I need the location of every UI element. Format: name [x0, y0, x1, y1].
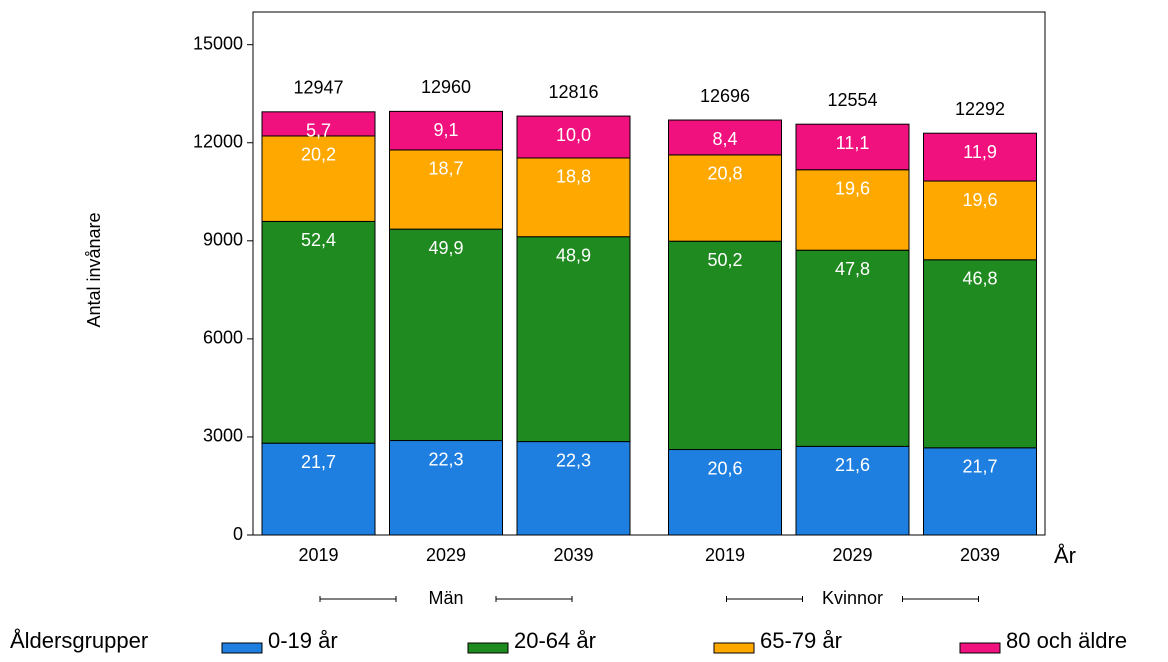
bar-segment — [389, 110, 503, 151]
segment-label: 5,7 — [306, 121, 331, 141]
bar-segment — [668, 154, 782, 242]
total-label: 12696 — [700, 86, 750, 106]
y-tick-label: 0 — [233, 524, 243, 544]
segment-label: 19,6 — [962, 190, 997, 210]
group-label: Kvinnor — [822, 588, 883, 608]
segment-label: 19,6 — [835, 178, 870, 198]
bar-segment — [795, 169, 910, 251]
bar-segment — [516, 236, 631, 443]
bar-segment — [516, 157, 631, 238]
bar-segment — [668, 449, 782, 536]
segment-label: 11,9 — [963, 142, 997, 162]
legend-swatch — [959, 642, 1001, 654]
y-axis-label: Antal invånare — [84, 212, 104, 327]
total-label: 12554 — [827, 90, 877, 110]
total-label: 12816 — [548, 82, 598, 102]
segment-label: 46,8 — [962, 269, 997, 289]
total-label: 12960 — [421, 77, 471, 97]
x-tick-label: 2019 — [298, 545, 338, 565]
y-tick-label: 3000 — [203, 426, 243, 446]
bar-segment — [389, 228, 503, 442]
segment-label: 10,0 — [556, 125, 591, 145]
x-tick-label: 2029 — [426, 545, 466, 565]
segment-label: 47,8 — [835, 259, 870, 279]
segment-label: 20,6 — [707, 458, 742, 478]
segment-label: 18,7 — [428, 159, 463, 179]
bar-segment — [516, 441, 631, 536]
bar-segment — [923, 180, 1037, 261]
x-axis-label: År — [1054, 543, 1076, 568]
bar-segment — [668, 240, 782, 451]
segment-label: 21,7 — [301, 452, 336, 472]
x-tick-label: 2019 — [705, 545, 745, 565]
legend-swatch — [467, 642, 509, 654]
segment-label: 20,8 — [707, 164, 742, 184]
bar-segment — [668, 119, 782, 156]
x-tick-label: 2029 — [832, 545, 872, 565]
bar-segment — [389, 149, 503, 230]
bar-segment — [261, 111, 376, 137]
segment-label: 49,9 — [428, 238, 463, 258]
segment-label: 8,4 — [712, 129, 737, 149]
legend-label: 65-79 år — [760, 628, 842, 653]
legend-label: 80 och äldre — [1006, 628, 1127, 653]
y-tick-label: 6000 — [203, 328, 243, 348]
bar-segment — [795, 123, 910, 171]
segment-label: 22,3 — [556, 450, 591, 470]
legend-swatch — [713, 642, 755, 654]
segment-label: 9,1 — [433, 120, 458, 140]
y-tick-label: 12000 — [193, 132, 243, 152]
y-tick-label: 9000 — [203, 230, 243, 250]
y-tick-label: 15000 — [193, 33, 243, 53]
segment-label: 21,6 — [835, 455, 870, 475]
bar-segment — [516, 115, 631, 159]
x-tick-label: 2039 — [960, 545, 1000, 565]
total-label: 12947 — [293, 78, 343, 98]
segment-label: 20,2 — [301, 145, 336, 165]
bar-segment — [923, 447, 1037, 536]
legend-label: 0-19 år — [268, 628, 338, 653]
segment-label: 22,3 — [428, 449, 463, 469]
segment-label: 50,2 — [707, 250, 742, 270]
bar-segment — [795, 445, 910, 536]
x-tick-label: 2039 — [553, 545, 593, 565]
segment-label: 48,9 — [556, 245, 591, 265]
segment-label: 18,8 — [556, 167, 591, 187]
bar-segment — [795, 249, 910, 447]
legend-label: 20-64 år — [514, 628, 596, 653]
legend-swatch — [221, 642, 263, 654]
segment-label: 52,4 — [301, 230, 336, 250]
plot-frame — [252, 11, 1046, 536]
bar-segment — [389, 440, 503, 536]
bar-segment — [261, 135, 376, 222]
total-label: 12292 — [955, 99, 1005, 119]
legend-title: Åldersgrupper — [10, 628, 148, 653]
bar-segment — [261, 220, 376, 444]
group-label: Män — [428, 588, 463, 608]
bar-segment — [923, 259, 1037, 449]
bar-segment — [923, 132, 1037, 182]
segment-label: 11,1 — [836, 133, 870, 153]
segment-label: 21,7 — [962, 457, 997, 477]
